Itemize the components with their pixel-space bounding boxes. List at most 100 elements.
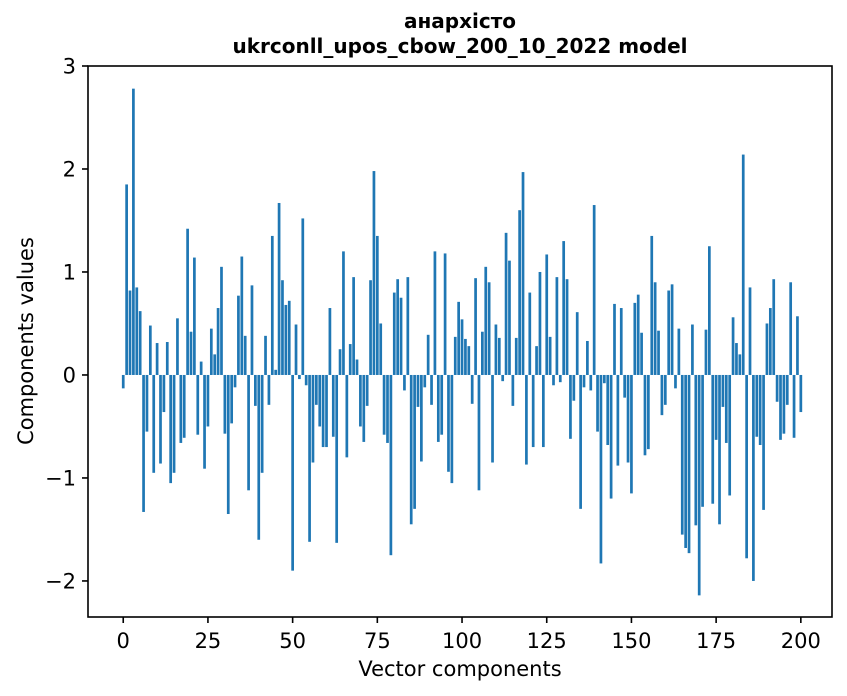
bar (436, 374, 440, 442)
bar (450, 374, 454, 484)
bar (308, 374, 311, 542)
x-ticks-group: 0 25 50 75 100 125 150 175 200 (117, 617, 821, 653)
bar (626, 374, 630, 463)
bar (314, 374, 318, 405)
bar (135, 287, 139, 375)
bar (487, 282, 491, 375)
bar (457, 301, 460, 375)
bar (650, 235, 654, 375)
bar (338, 349, 342, 375)
bar (792, 374, 796, 438)
bar (189, 331, 193, 375)
bar (660, 374, 664, 416)
bar (535, 346, 538, 375)
bar (413, 374, 416, 509)
bar (152, 374, 156, 473)
bar (575, 312, 579, 375)
bar (125, 184, 128, 375)
bar (789, 282, 793, 375)
bar (508, 260, 511, 375)
bar (721, 374, 725, 407)
bar (460, 319, 464, 375)
bar (796, 316, 799, 375)
bar (186, 228, 189, 375)
bar (531, 374, 535, 448)
bar (741, 154, 745, 375)
bar (172, 374, 176, 473)
bar (708, 246, 711, 375)
bar (379, 323, 383, 375)
bar (298, 374, 301, 380)
bar (545, 254, 549, 375)
bar (426, 334, 430, 375)
bar (165, 342, 169, 375)
y-tick-label: 0 (63, 363, 76, 387)
bar (768, 308, 772, 375)
bar (680, 374, 684, 535)
bar (284, 304, 288, 375)
bar (592, 205, 596, 375)
bar (264, 335, 267, 375)
bar (521, 172, 525, 375)
bar (758, 374, 762, 445)
bar (440, 374, 444, 435)
bar (145, 374, 149, 432)
bar (294, 324, 298, 375)
x-tick-label: 0 (117, 629, 130, 653)
bar (728, 374, 732, 496)
bar (714, 374, 718, 440)
bar (447, 374, 450, 472)
bar (694, 374, 698, 526)
x-axis-label: Vector components (358, 657, 561, 681)
bar (704, 329, 708, 375)
bar (558, 374, 562, 383)
bar (569, 374, 572, 439)
bar (504, 232, 508, 375)
bar (155, 343, 159, 375)
bar (684, 374, 687, 548)
bar (453, 336, 457, 375)
bar (541, 374, 545, 448)
bar (779, 374, 782, 440)
chart-title-line1: анархісто (404, 9, 516, 33)
bar (596, 374, 599, 432)
bar (430, 374, 433, 405)
bar (362, 374, 366, 442)
bar (511, 374, 515, 406)
bar (640, 332, 643, 375)
bar (386, 374, 389, 443)
bar (230, 374, 234, 424)
bar (237, 295, 240, 375)
bar (196, 374, 200, 435)
bar (765, 323, 769, 375)
bar (555, 277, 559, 375)
axes-spines (87, 65, 833, 618)
bar (274, 369, 278, 375)
bar (389, 374, 393, 556)
bar (359, 374, 362, 427)
bar (375, 235, 379, 375)
bar (562, 241, 566, 375)
bar (247, 374, 250, 491)
bar (213, 354, 217, 375)
spines-group (87, 65, 833, 618)
x-tick-label: 25 (195, 629, 222, 653)
bar (586, 340, 589, 375)
bar (738, 354, 742, 375)
bar (481, 331, 484, 375)
bar (799, 374, 803, 413)
bar (321, 374, 325, 448)
bar (382, 374, 386, 435)
bar (226, 374, 230, 515)
bar (657, 330, 660, 375)
bar (484, 266, 488, 375)
bar (142, 374, 145, 512)
bar (697, 374, 701, 596)
bar (785, 374, 789, 405)
bar (203, 374, 206, 469)
bar (582, 374, 586, 388)
x-tick-label: 75 (364, 629, 391, 653)
bar (254, 374, 257, 406)
bar (643, 374, 647, 456)
bar (667, 290, 671, 375)
